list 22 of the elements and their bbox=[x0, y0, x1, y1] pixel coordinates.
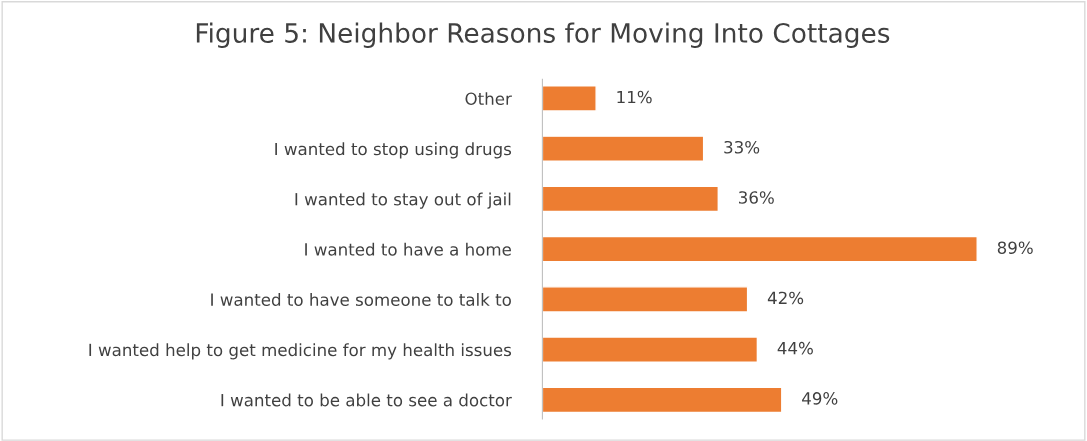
y-tick-label: I wanted to have a home bbox=[305, 242, 511, 256]
data-label: 42% bbox=[767, 291, 804, 305]
chart-title: Figure 5: Neighbor Reasons for Moving Into Cottages bbox=[196, 22, 890, 49]
bar bbox=[542, 85, 597, 112]
bar bbox=[542, 286, 749, 313]
bar bbox=[542, 336, 759, 363]
y-tick-label: Other bbox=[465, 92, 512, 106]
data-label: 44% bbox=[777, 341, 813, 355]
data-label: 49% bbox=[802, 392, 838, 405]
y-tick-label: I wanted to stay out of jail bbox=[295, 192, 511, 209]
bar bbox=[542, 185, 719, 213]
bar bbox=[542, 235, 978, 263]
bar bbox=[542, 135, 705, 162]
y-tick-label: I wanted to have someone to talk to bbox=[211, 293, 511, 306]
y-tick-label: I wanted to stop using drugs bbox=[275, 142, 512, 159]
data-label: 33% bbox=[724, 140, 760, 154]
y-tick-label: I wanted to be able to see a doctor bbox=[221, 393, 512, 407]
data-label: 11% bbox=[617, 90, 652, 104]
data-label: 36% bbox=[739, 191, 774, 204]
data-label: 89% bbox=[997, 241, 1033, 254]
y-tick-label: I wanted help to get medicine for my health issues bbox=[89, 343, 512, 360]
bar bbox=[542, 386, 783, 414]
